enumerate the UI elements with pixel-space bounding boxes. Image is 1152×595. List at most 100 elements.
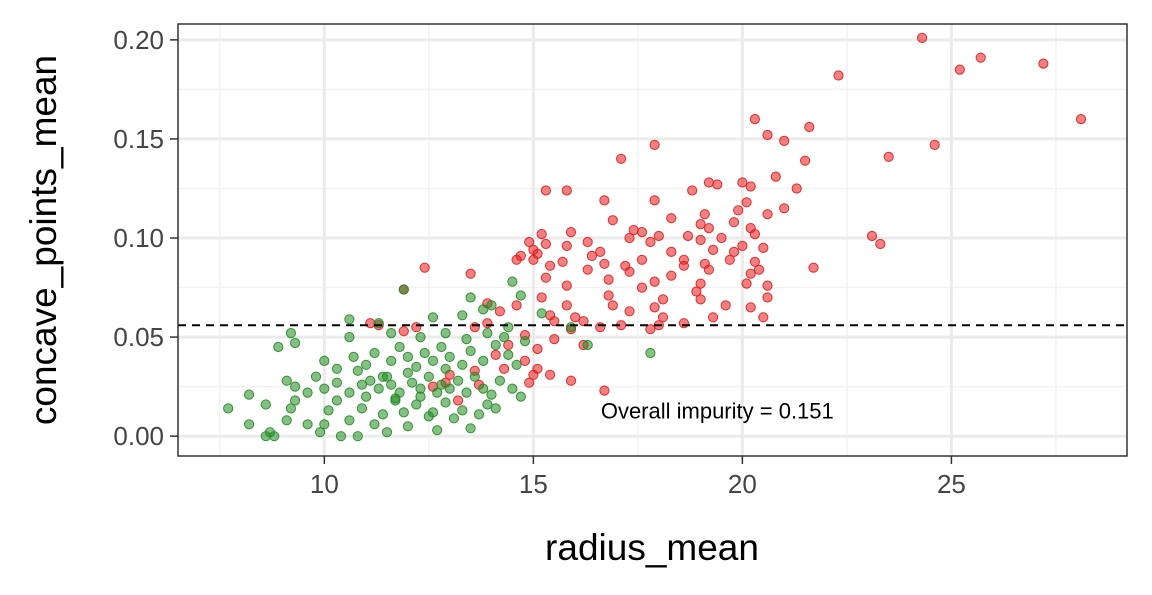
green-point xyxy=(290,381,301,392)
green-point xyxy=(319,419,330,430)
impurity-annotation: Overall impurity = 0.151 xyxy=(601,398,834,423)
green-point xyxy=(490,403,501,414)
green-point xyxy=(465,292,476,303)
red-point xyxy=(712,179,723,190)
red-point xyxy=(724,254,735,265)
red-point xyxy=(678,318,690,329)
green-point xyxy=(461,334,472,345)
green-point xyxy=(394,341,405,353)
red-point xyxy=(557,256,568,267)
green-point xyxy=(503,349,514,360)
red-point xyxy=(703,223,715,234)
red-point xyxy=(703,264,715,275)
y-tick-label: 0.10 xyxy=(113,223,164,253)
red-point xyxy=(737,177,748,188)
red-point xyxy=(682,230,694,242)
green-point xyxy=(436,341,447,353)
y-tick-label: 0.00 xyxy=(113,421,164,451)
red-point xyxy=(570,312,581,323)
green-point xyxy=(335,431,347,442)
red-point xyxy=(666,213,677,224)
red-point xyxy=(733,205,744,216)
red-point xyxy=(624,232,635,244)
green-point xyxy=(352,431,363,442)
green-point xyxy=(244,419,255,430)
green-point xyxy=(473,409,485,420)
green-point xyxy=(281,375,292,386)
red-point xyxy=(624,266,635,277)
red-point xyxy=(503,339,514,351)
red-point xyxy=(494,306,505,317)
green-point xyxy=(448,413,459,424)
green-point xyxy=(386,355,397,366)
minor-gridlines xyxy=(178,24,1127,456)
green-point xyxy=(440,363,451,374)
green-point xyxy=(427,407,439,418)
red-point xyxy=(657,294,669,305)
red-point xyxy=(607,215,618,226)
green-point xyxy=(478,355,489,366)
red-point xyxy=(545,260,556,271)
green-point xyxy=(415,383,426,394)
green-point xyxy=(519,336,531,347)
x-tick-label: 15 xyxy=(519,469,548,499)
green-point xyxy=(344,387,355,398)
red-point xyxy=(666,246,677,257)
green-point xyxy=(427,355,439,366)
green-point xyxy=(369,419,380,430)
red-point xyxy=(954,64,965,75)
x-tick-label: 10 xyxy=(310,469,339,499)
red-point xyxy=(649,195,660,206)
green-point xyxy=(469,371,480,382)
red-point xyxy=(532,343,543,355)
red-point xyxy=(561,185,572,196)
red-point xyxy=(666,270,677,281)
green-point xyxy=(281,415,292,426)
red-point xyxy=(528,254,539,265)
red-point xyxy=(595,246,606,257)
green-point xyxy=(645,347,656,359)
red-point xyxy=(745,268,756,279)
green-point xyxy=(419,347,430,359)
green-point xyxy=(344,314,355,325)
red-point xyxy=(453,395,464,406)
red-point xyxy=(536,229,547,240)
red-point xyxy=(695,234,706,246)
red-point xyxy=(749,114,761,125)
green-point xyxy=(315,427,326,438)
red-point xyxy=(599,385,610,396)
red-point xyxy=(565,375,577,386)
green-point xyxy=(260,399,271,410)
green-point xyxy=(478,304,489,315)
green-point xyxy=(223,403,234,414)
red-point xyxy=(762,280,773,291)
green-point xyxy=(503,322,514,333)
green-point xyxy=(310,371,322,382)
data-points xyxy=(223,32,1087,442)
red-point xyxy=(365,318,376,329)
red-point xyxy=(720,300,731,311)
green-point xyxy=(386,328,397,339)
green-point xyxy=(285,328,296,339)
green-point xyxy=(582,339,593,351)
green-point xyxy=(352,365,363,376)
green-point xyxy=(482,328,493,339)
red-point xyxy=(519,355,531,366)
green-point xyxy=(444,351,455,362)
green-point xyxy=(356,403,367,414)
red-point xyxy=(561,300,572,311)
y-tick-label: 0.15 xyxy=(113,124,164,154)
red-point xyxy=(482,318,493,329)
red-point xyxy=(779,135,790,146)
green-point xyxy=(440,397,451,408)
green-point xyxy=(402,367,413,378)
red-point xyxy=(770,171,781,182)
green-point xyxy=(331,377,342,388)
green-point xyxy=(415,332,426,343)
red-point xyxy=(762,292,773,303)
green-point xyxy=(465,345,476,357)
red-point xyxy=(804,121,815,133)
red-point xyxy=(536,292,547,303)
green-point xyxy=(423,371,434,382)
red-point xyxy=(649,276,660,287)
